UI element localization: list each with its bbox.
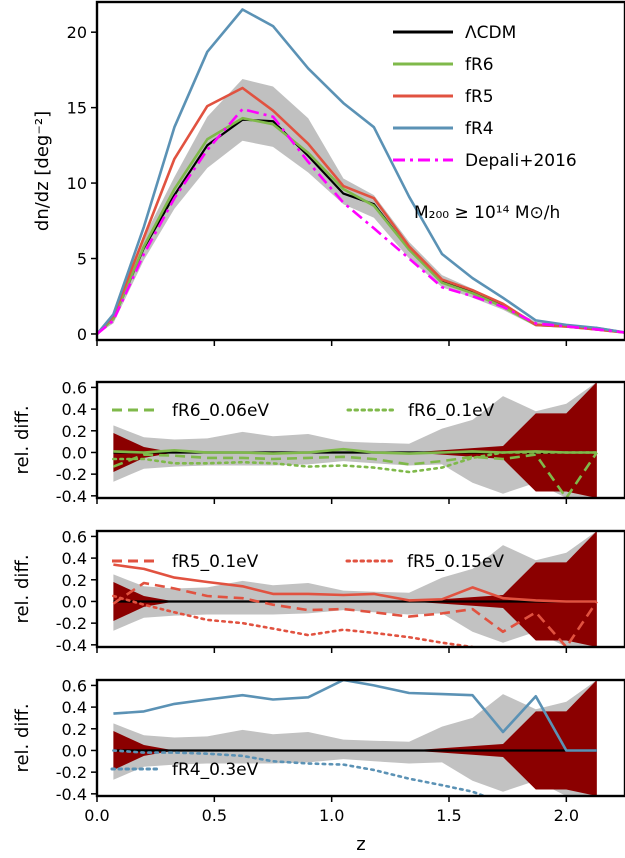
y-tick-label: 0.2 (62, 720, 87, 739)
panel-2: -0.4 -0.2 0.0 0.2 0.4 0.6 rel. diff. fR6_0.06eV… (12, 378, 625, 506)
plot-frame (95, 380, 625, 500)
series-line-ref-1 (113, 563, 597, 603)
x-tick-label: 1.5 (436, 806, 461, 825)
y-tick-label: 15 (67, 99, 87, 118)
legend-label: fR6_0.1eV (408, 401, 495, 421)
panel-4: 0.0 0.5 1.0 1.5 2.0 -0.4 -0.2 0.0 0.2 0.4 0.6 rel. … (12, 676, 625, 855)
series-line-ref-1 (113, 680, 597, 752)
annotation-mass-cut: M₂₀₀ ≥ 10¹⁴ M⊙/h (414, 203, 560, 223)
error-band-red (113, 382, 597, 498)
plot-area (112, 531, 598, 647)
legend-label: fR6 (465, 55, 494, 75)
series-line-fr5-0-15ev (112, 594, 474, 647)
series-line-fr5 (97, 86, 625, 335)
y-tick-label: 10 (67, 174, 87, 193)
x-tick-label: 0.0 (84, 806, 109, 825)
series-line-fr6-0-06ev (112, 451, 598, 498)
panel-1: 0 5 10 15 20 dn/dz [deg⁻²] ΛCDM fR6 fR5 fR4 Depali… (32, 0, 625, 346)
plot-area (112, 382, 599, 498)
y-tick-label: 0.0 (62, 443, 87, 462)
plot-frame (95, 529, 625, 649)
x-tick-label: 2.0 (554, 806, 579, 825)
y-tick-label: -0.2 (56, 465, 87, 484)
series-line-fr4 (97, 8, 625, 335)
y-tick-label: -0.4 (56, 785, 87, 804)
series-line-fr6-0-1ev (112, 451, 599, 474)
y-tick-label: 20 (67, 23, 87, 42)
legend-label: fR6_0.06eV (172, 401, 269, 421)
error-band-red (113, 531, 597, 647)
legend-label: fR5_0.15eV (407, 552, 504, 572)
y-tick-label: 5 (77, 250, 87, 269)
legend-label: fR5_0.1eV (172, 552, 259, 572)
x-tick-label: 1.0 (319, 806, 344, 825)
y-tick-label: -0.2 (56, 614, 87, 633)
y-tick-label: 0 (77, 325, 87, 344)
y-axis-label: dn/dz [deg⁻²] (32, 111, 53, 231)
legend-label: ΛCDM (465, 23, 516, 43)
series-line-depali-2016 (97, 107, 625, 336)
y-tick-label: -0.4 (56, 487, 87, 506)
y-tick-label: 0.4 (62, 400, 87, 419)
y-tick-label: 0.6 (62, 676, 87, 695)
y-tick-label: 0.0 (62, 592, 87, 611)
error-band-gray (113, 531, 597, 647)
legend-label: fR4 (465, 119, 494, 139)
y-tick-label: 0.2 (62, 422, 87, 441)
y-tick-label: 0.6 (62, 378, 87, 397)
y-tick-label: -0.2 (56, 763, 87, 782)
error-band-gray (113, 680, 597, 796)
error-band (97, 79, 625, 334)
y-axis-label: rel. diff. (12, 554, 33, 623)
legend-label: fR4_0.3eV (172, 760, 259, 780)
x-tick-label: 0.5 (202, 806, 227, 825)
plot-area (112, 680, 597, 796)
y-axis-label: rel. diff. (12, 405, 33, 474)
y-tick-label: 0.6 (62, 527, 87, 546)
y-tick-label: 0.0 (62, 741, 87, 760)
series-line-fr5-0-1ev (112, 581, 598, 647)
y-tick-label: -0.4 (56, 636, 87, 655)
plot-area (97, 8, 625, 336)
plot-frame (95, 0, 625, 342)
y-axis-label: rel. diff. (12, 703, 33, 772)
plot-frame (95, 678, 625, 798)
error-band-red (113, 680, 597, 796)
y-tick-label: 0.4 (62, 698, 87, 717)
y-tick-label: 0.4 (62, 549, 87, 568)
x-axis-label: z (356, 834, 365, 855)
legend-label: fR5 (465, 87, 494, 107)
legend-label: Depali+2016 (465, 151, 577, 171)
panel-3: -0.4 -0.2 0.0 0.2 0.4 0.6 rel. diff. fR5_0.1eV f… (12, 527, 625, 655)
error-band-gray (113, 382, 597, 498)
y-tick-label: 0.2 (62, 571, 87, 590)
series-line-fr4-0-3ev (112, 749, 486, 796)
